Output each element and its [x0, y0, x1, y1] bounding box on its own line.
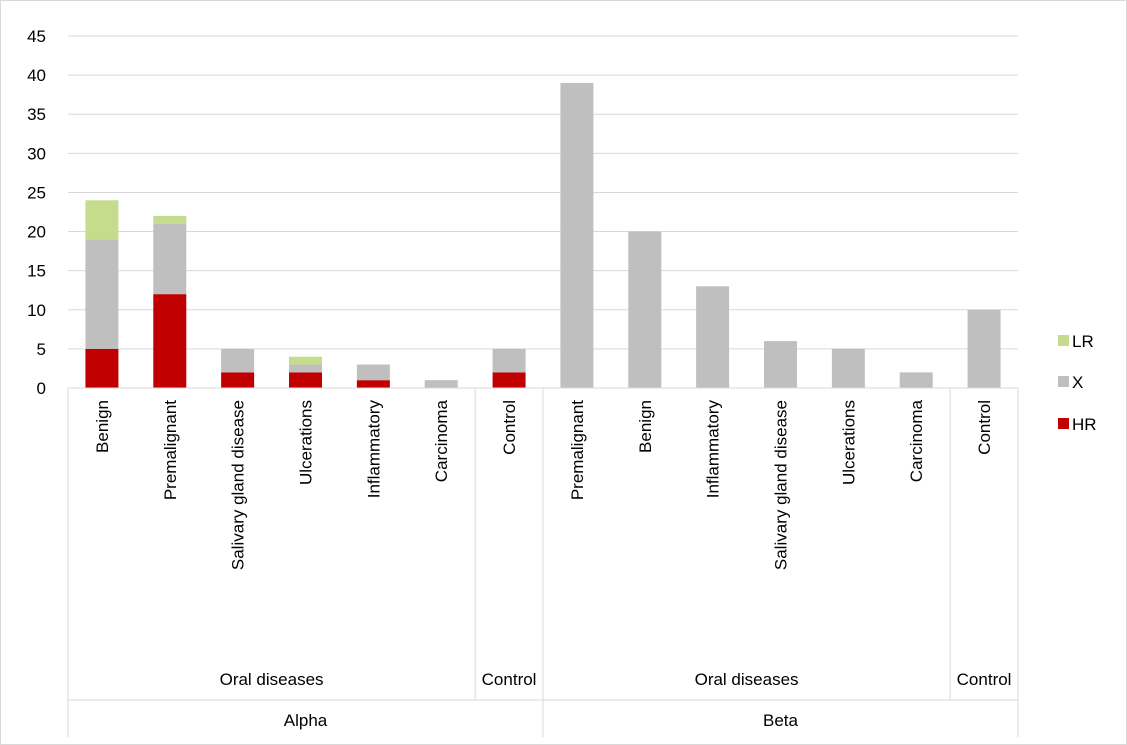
y-tick-label: 15 [27, 262, 46, 281]
legend-swatch-x [1058, 376, 1069, 387]
bar-lr [153, 215, 187, 224]
bar-x [628, 231, 662, 388]
x-group-label: Oral diseases [220, 670, 324, 689]
x-category-label: Carcinoma [432, 399, 451, 482]
bar-x [764, 341, 797, 388]
y-tick-label: 5 [37, 340, 46, 359]
x-group-label: Control [482, 670, 537, 689]
bar-hr [356, 380, 390, 388]
y-tick-label: 10 [27, 301, 46, 320]
bars [85, 82, 1001, 388]
bar-hr [221, 372, 255, 388]
y-tick-label: 35 [27, 105, 46, 124]
bar-x [560, 82, 594, 388]
x-group-label: Control [957, 670, 1012, 689]
y-tick-label: 30 [27, 144, 46, 163]
y-tick-label: 40 [27, 66, 46, 85]
bar-hr [289, 372, 322, 388]
bar-x [696, 286, 730, 388]
bar-x [356, 364, 390, 381]
x-axis: Benign Premalignant Salivary gland disease… [67, 387, 1019, 737]
bar-x [967, 309, 1001, 388]
legend-swatch-lr [1058, 335, 1069, 346]
bar-hr [492, 372, 526, 388]
bar-lr [289, 356, 322, 365]
y-tick-label: 0 [37, 379, 46, 398]
bar-x [831, 348, 865, 388]
legend-label: X [1072, 373, 1083, 392]
bar-x [221, 348, 255, 373]
legend-label: HR [1072, 415, 1097, 434]
x-category-label: Carcinoma [907, 399, 926, 482]
bar-x [153, 223, 187, 295]
x-category-label: Control [500, 400, 519, 455]
bar-x [899, 372, 933, 388]
x-category-label: Benign [93, 400, 112, 453]
bar-x [424, 380, 458, 388]
x-category-label: Premalignant [568, 400, 587, 500]
x-category-label: Salivary gland disease [229, 400, 248, 570]
x-category-label: Inflammatory [364, 400, 383, 499]
x-category-label: Benign [636, 400, 655, 453]
x-category-label: Inflammatory [704, 400, 723, 499]
x-category-label: Salivary gland disease [772, 400, 791, 570]
x-supergroup-label: Beta [763, 711, 799, 730]
bar-x [289, 364, 322, 373]
y-tick-label: 25 [27, 183, 46, 202]
bar-hr [153, 294, 187, 388]
x-category-label: Ulcerations [297, 400, 316, 485]
y-tick-label: 45 [27, 27, 46, 46]
y-tick-label: 20 [27, 223, 46, 242]
x-category-label: Control [975, 400, 994, 455]
x-category-label: Premalignant [161, 400, 180, 500]
bar-x [85, 239, 119, 349]
bar-hr [85, 348, 119, 388]
x-group-label: Oral diseases [695, 670, 799, 689]
legend: LR X HR [1058, 332, 1097, 434]
x-supergroup-label: Alpha [284, 711, 328, 730]
y-axis-tick-labels: 0 5 10 15 20 25 30 35 40 45 [27, 27, 46, 398]
x-category-label: Ulcerations [839, 400, 858, 485]
bar-lr [85, 200, 119, 240]
gridlines [68, 35, 1018, 389]
bar-x [492, 348, 526, 373]
legend-swatch-hr [1058, 418, 1069, 429]
legend-label: LR [1072, 332, 1094, 351]
